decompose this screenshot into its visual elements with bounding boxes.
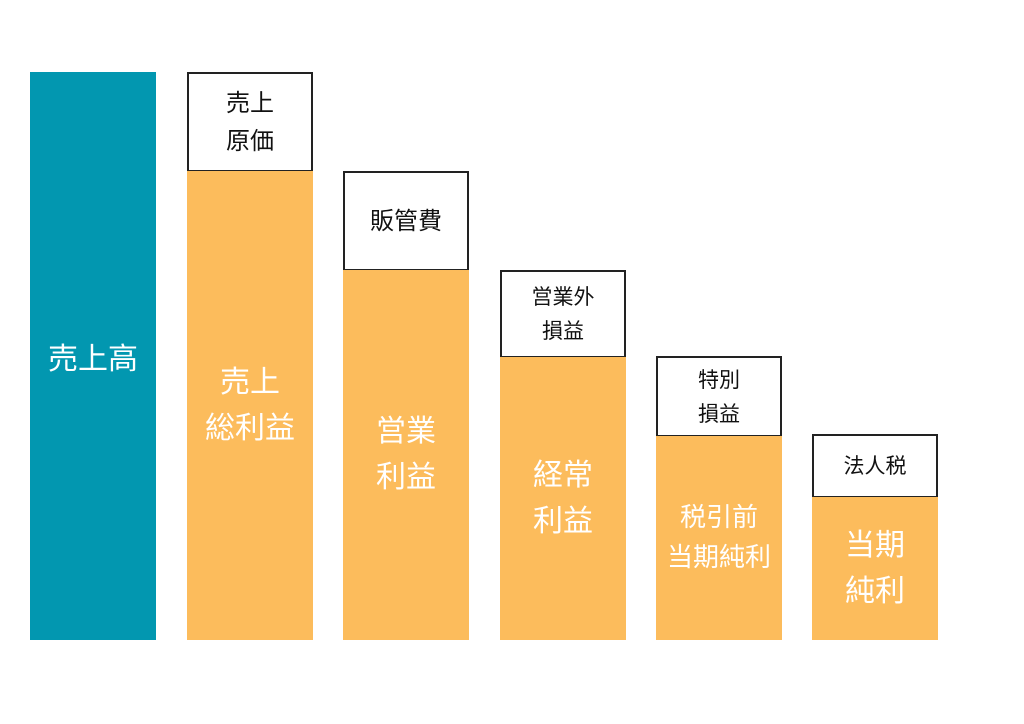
- deduction-label-line: 損益: [542, 319, 584, 343]
- profit-label-line: 利益: [533, 503, 593, 539]
- revenue-bar: 売上高: [30, 72, 156, 640]
- profit-bar-net-income: 当期 純利: [812, 497, 938, 640]
- revenue-label: 売上高: [48, 342, 138, 377]
- profit-label-line: 当期純利: [666, 543, 771, 573]
- profit-label-line: 総利益: [205, 410, 295, 446]
- profit-bar-ordinary-income: 経常 利益: [500, 357, 626, 640]
- deduction-box-non-operating: 営業外 損益: [500, 270, 626, 358]
- profit-bar-gross-profit: 売上 総利益: [187, 171, 313, 640]
- profit-label-line: 当期: [845, 527, 905, 563]
- profit-label-line: 経常: [533, 457, 593, 493]
- profit-label-line: 営業: [376, 414, 436, 449]
- deduction-label-line: 営業外: [531, 285, 595, 309]
- profit-label-line: 利益: [376, 460, 436, 495]
- deduction-box-sga: 販管費: [343, 171, 469, 271]
- profit-bar-operating-income: 営業 利益: [343, 270, 469, 640]
- profit-label-line: 純利: [845, 573, 905, 609]
- deduction-label-line: 原価: [226, 127, 274, 155]
- deduction-label-line: 販管費: [370, 207, 442, 235]
- deduction-box-cost-of-sales: 売上 原価: [187, 72, 313, 172]
- profit-label-line: 売上: [220, 364, 280, 400]
- deduction-label-line: 特別: [698, 367, 740, 392]
- deduction-box-extraordinary: 特別 損益: [656, 356, 782, 437]
- profit-label-line: 税引前: [679, 503, 758, 533]
- deduction-label-line: 損益: [698, 401, 740, 426]
- deduction-box-corporate-tax: 法人税: [812, 434, 938, 498]
- deduction-label-line: 売上: [226, 89, 274, 117]
- profit-bar-pretax-income: 税引前 当期純利: [656, 436, 782, 640]
- deduction-label-line: 法人税: [843, 454, 907, 478]
